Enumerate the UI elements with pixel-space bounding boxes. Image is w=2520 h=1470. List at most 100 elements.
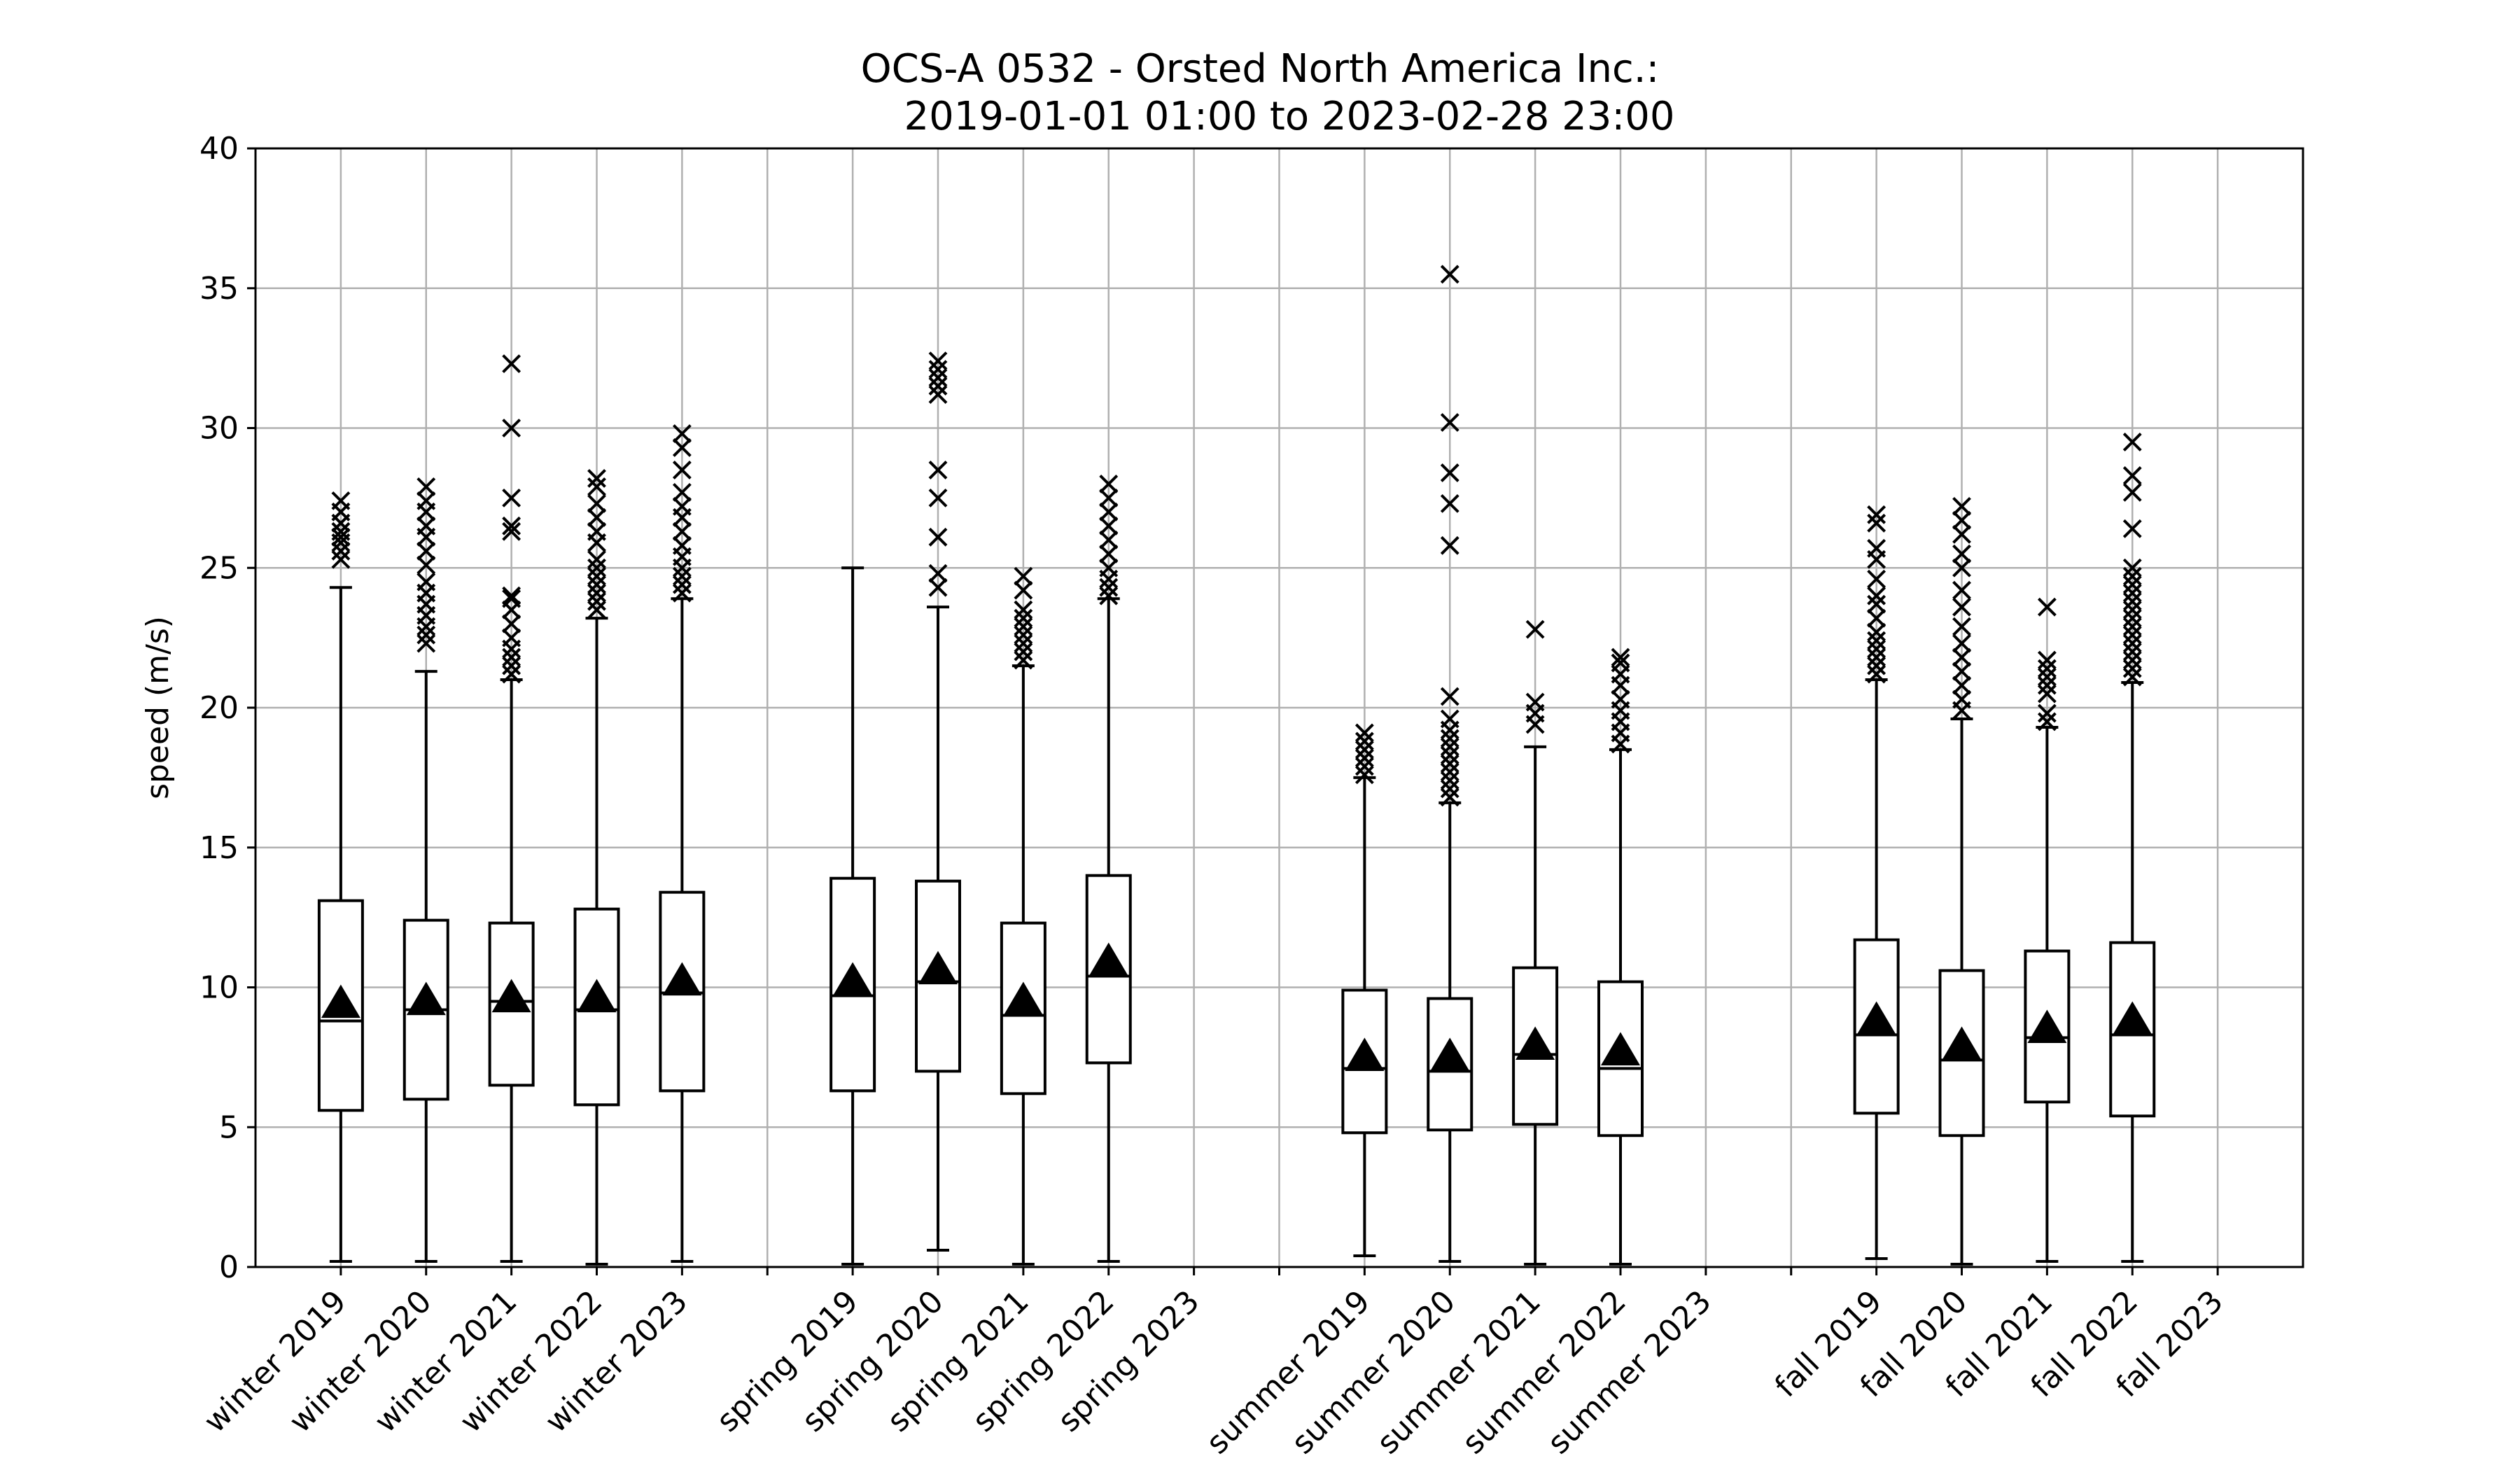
mean-marker <box>1601 1032 1640 1065</box>
flier-point <box>1014 600 1033 620</box>
flier-point <box>928 360 948 379</box>
flier-point <box>1611 648 1630 667</box>
flier-point <box>1440 265 1460 284</box>
flier-point <box>928 385 948 404</box>
flier-point <box>1867 513 1886 533</box>
y-tick-label: 30 <box>200 411 239 447</box>
flier-point <box>1099 578 1119 597</box>
mean-marker <box>2113 1001 2152 1035</box>
flier-point <box>1525 692 1545 712</box>
box-spring-2020 <box>915 351 961 1252</box>
flier-point <box>587 575 606 594</box>
flier-point <box>928 488 948 507</box>
flier-point <box>1354 740 1374 760</box>
flier-point <box>2122 482 2142 502</box>
box-fall-2021 <box>2024 597 2071 1264</box>
flier-point <box>2037 712 2057 732</box>
flier-point <box>1952 617 1971 636</box>
flier-point <box>331 522 351 541</box>
flier-point <box>1099 530 1119 550</box>
flier-point <box>502 419 522 438</box>
flier-point <box>2122 642 2142 662</box>
box-winter-2020 <box>402 477 449 1264</box>
mean-marker <box>577 979 617 1013</box>
flier-point <box>928 351 948 371</box>
flier-point <box>2037 650 2057 670</box>
flier-point <box>1354 723 1374 743</box>
flier-point <box>1099 516 1119 536</box>
flier-point <box>1867 594 1886 614</box>
flier-point <box>1440 463 1460 482</box>
box-winter-2021 <box>488 354 535 1264</box>
flier-point <box>1867 631 1886 650</box>
flier-point <box>1952 524 1971 544</box>
flier-point <box>1952 580 1971 600</box>
flier-point <box>502 664 522 684</box>
flier-point <box>502 589 522 608</box>
y-tick-label: 25 <box>200 550 239 586</box>
mean-marker <box>1942 1026 1982 1060</box>
flier-point <box>331 550 351 569</box>
flier-point <box>1867 586 1886 606</box>
y-tick-label: 15 <box>200 830 239 866</box>
flier-point <box>1014 617 1033 636</box>
flier-point <box>416 541 436 561</box>
flier-point <box>502 656 522 676</box>
box-summer-2022 <box>1597 648 1644 1266</box>
flier-point <box>672 522 692 541</box>
flier-point <box>2122 650 2142 670</box>
flier-point <box>587 522 606 541</box>
flier-point <box>2122 558 2142 578</box>
flier-point <box>1099 586 1119 606</box>
flier-point <box>416 477 436 496</box>
flier-point <box>331 491 351 510</box>
flier-point <box>1014 566 1033 586</box>
flier-point <box>2122 608 2142 628</box>
mean-marker <box>1516 1026 1555 1060</box>
flier-point <box>2122 634 2142 653</box>
flier-point <box>2122 625 2142 645</box>
flier-point <box>672 482 692 502</box>
flier-point <box>672 575 692 594</box>
flier-point <box>1611 653 1630 673</box>
flier-point <box>672 424 692 443</box>
flier-point <box>416 555 436 575</box>
mean-marker <box>918 951 958 985</box>
flier-point <box>416 634 436 653</box>
flier-point <box>1440 754 1460 774</box>
box-spring-2019 <box>830 566 876 1266</box>
flier-point <box>1440 536 1460 555</box>
flier-point <box>587 600 606 620</box>
flier-point <box>587 583 606 603</box>
flier-point <box>928 461 948 479</box>
flier-point <box>1440 709 1460 729</box>
mean-marker <box>1856 1001 1896 1035</box>
flier-point <box>1440 687 1460 706</box>
flier-point <box>2122 583 2142 603</box>
flier-point <box>502 648 522 667</box>
flier-point <box>2037 704 2057 723</box>
flier-point <box>1014 634 1033 653</box>
flier-point <box>1014 650 1033 670</box>
flier-point <box>1014 642 1033 662</box>
flier-point <box>502 488 522 507</box>
flier-point <box>928 578 948 597</box>
box-winter-2022 <box>573 468 620 1266</box>
flier-point <box>1867 608 1886 628</box>
box-spring-2022 <box>1085 474 1132 1264</box>
flier-point <box>1867 664 1886 684</box>
flier-point <box>672 438 692 457</box>
flier-point <box>1867 656 1886 676</box>
chart-title-line-1: OCS-A 0532 - Orsted North America Inc.: <box>861 46 1660 92</box>
flier-point <box>2037 684 2057 704</box>
flier-point <box>1440 779 1460 799</box>
y-tick-label: 5 <box>219 1110 239 1145</box>
y-tick-label: 40 <box>200 131 239 167</box>
mean-marker <box>406 981 446 1016</box>
flier-point <box>928 527 948 547</box>
flier-point <box>502 614 522 634</box>
y-tick-label: 35 <box>200 271 239 307</box>
mean-marker <box>491 979 531 1013</box>
grid-lines <box>255 147 2303 1268</box>
